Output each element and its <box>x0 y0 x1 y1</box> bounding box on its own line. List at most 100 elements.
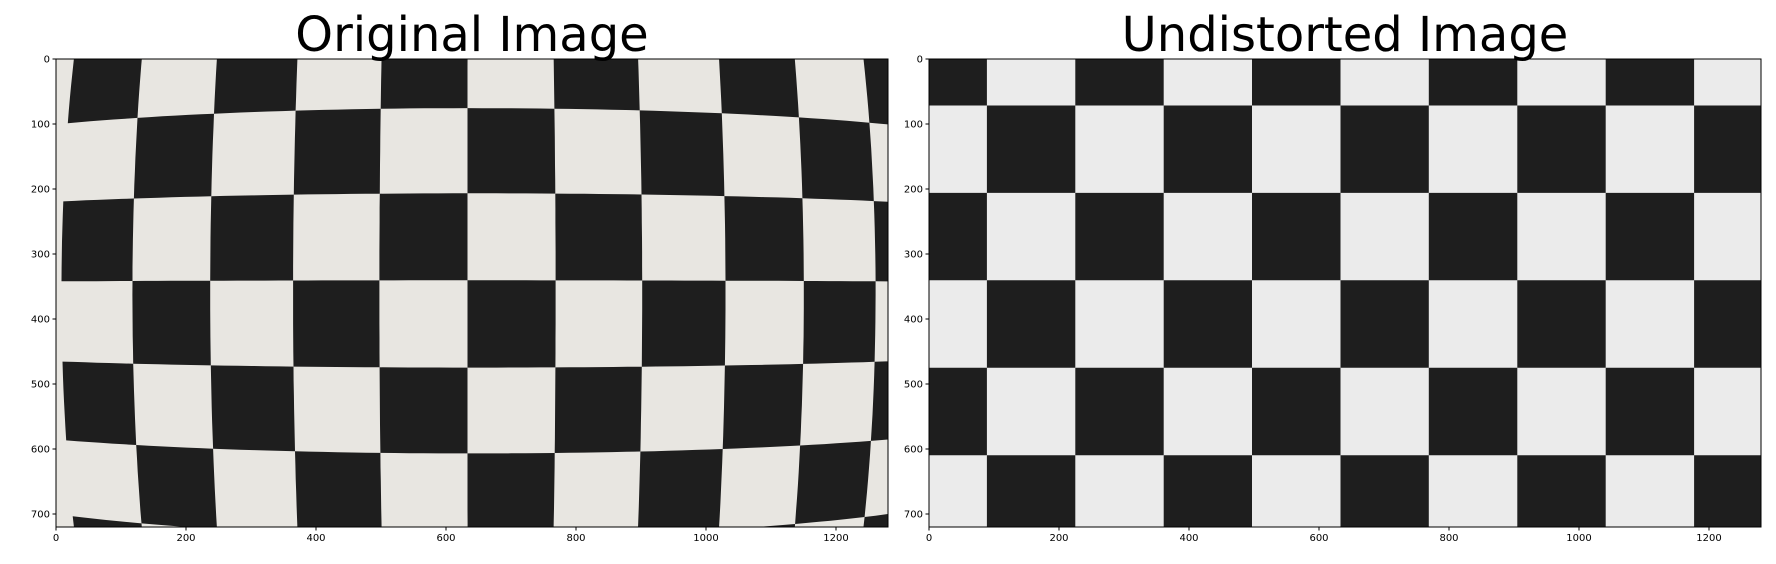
checker-square <box>986 455 1076 527</box>
y-tick-label: 300 <box>31 250 50 261</box>
checker-square <box>1428 192 1518 281</box>
y-tick-label: 0 <box>44 55 50 66</box>
checker-square <box>803 281 876 364</box>
checker-square <box>467 280 556 368</box>
checker-square <box>210 365 295 452</box>
checker-square <box>1605 59 1695 106</box>
checker-square <box>795 440 871 524</box>
y-tick-label: 200 <box>31 185 50 196</box>
checker-square <box>1340 455 1429 527</box>
checker-square <box>986 105 1076 193</box>
checker-square <box>756 524 796 527</box>
checker-square <box>217 529 301 564</box>
y-tick-label: 400 <box>904 315 923 326</box>
checker-square <box>1075 543 1163 564</box>
checker-square <box>1252 367 1341 456</box>
checker-square <box>1605 367 1695 456</box>
x-tick-label: 800 <box>1439 533 1458 544</box>
y-tick-label: 100 <box>904 120 923 131</box>
y-tick-label: 700 <box>904 510 923 521</box>
checker-square <box>467 453 555 527</box>
chart-title: Undistorted Image <box>1122 7 1569 63</box>
checker-square <box>1605 192 1695 281</box>
x-tick-label: 600 <box>436 533 455 544</box>
checker-square <box>929 59 987 106</box>
checker-square <box>1340 105 1429 193</box>
x-tick-label: 0 <box>926 533 932 544</box>
image <box>56 59 888 564</box>
checker-square <box>1075 192 1164 281</box>
y-tick-label: 300 <box>904 250 923 261</box>
checker-square <box>555 193 643 281</box>
checker-square <box>552 533 638 564</box>
checker-square <box>293 108 381 195</box>
checker-square <box>379 193 468 281</box>
y-tick-label: 400 <box>31 315 50 326</box>
checker-square <box>72 516 142 527</box>
checker-square <box>210 194 294 281</box>
x-tick-label: 1000 <box>1566 533 1591 544</box>
checker-square <box>1252 192 1341 281</box>
checker-square <box>132 280 211 366</box>
checker-square <box>1517 455 1606 527</box>
checker-square <box>293 280 380 368</box>
x-tick-label: 400 <box>306 533 325 544</box>
x-tick-label: 800 <box>566 533 585 544</box>
checker-square <box>1694 105 1761 193</box>
checker-square <box>1428 367 1518 456</box>
checker-square <box>929 367 987 456</box>
checker-square <box>62 361 137 445</box>
x-tick-label: 200 <box>1049 533 1068 544</box>
x-tick-label: 1200 <box>823 533 848 544</box>
checker-square <box>1340 280 1429 368</box>
checker-square <box>1429 543 1518 564</box>
checker-square <box>136 445 217 527</box>
image <box>899 59 1761 564</box>
checker-square <box>67 59 142 124</box>
checker-square <box>380 59 468 109</box>
checker-square <box>641 280 726 367</box>
checker-square <box>638 449 723 527</box>
y-tick-label: 700 <box>31 510 50 521</box>
checker-square <box>553 59 640 111</box>
x-tick-label: 400 <box>1179 533 1198 544</box>
y-tick-label: 100 <box>31 120 50 131</box>
y-tick-label: 500 <box>31 380 50 391</box>
x-tick-label: 1000 <box>693 533 718 544</box>
y-tick-label: 500 <box>904 380 923 391</box>
checker-square <box>1606 543 1694 564</box>
checker-square <box>1428 59 1518 106</box>
checker-square <box>722 363 804 449</box>
checker-square <box>1163 280 1252 368</box>
axes-frame <box>928 58 1762 528</box>
checker-square <box>1252 59 1341 106</box>
checker-square <box>929 192 987 281</box>
checker-square <box>133 113 214 199</box>
checker-square <box>870 361 888 441</box>
checker-square <box>1694 280 1761 368</box>
checker-square <box>61 198 134 282</box>
chart-title: Original Image <box>295 7 648 63</box>
checker-square <box>986 280 1076 368</box>
checker-square <box>1517 280 1606 368</box>
checker-square <box>1694 455 1761 527</box>
x-tick-label: 0 <box>53 533 59 544</box>
checker-square <box>1163 455 1252 527</box>
x-tick-label: 1200 <box>1696 533 1721 544</box>
checker-square <box>719 59 799 118</box>
checker-square <box>873 201 888 282</box>
x-tick-label: 200 <box>176 533 195 544</box>
checker-square <box>639 110 725 197</box>
checker-square <box>1075 367 1164 456</box>
checker-square <box>1252 543 1341 564</box>
checker-square <box>1163 105 1252 193</box>
y-tick-label: 0 <box>917 55 923 66</box>
checker-square <box>863 514 888 527</box>
checker-square <box>798 117 874 202</box>
x-tick-label: 600 <box>1309 533 1328 544</box>
checker-square <box>554 366 642 453</box>
checker-square <box>214 59 298 114</box>
checker-square <box>899 543 987 564</box>
checker-square <box>863 59 888 125</box>
